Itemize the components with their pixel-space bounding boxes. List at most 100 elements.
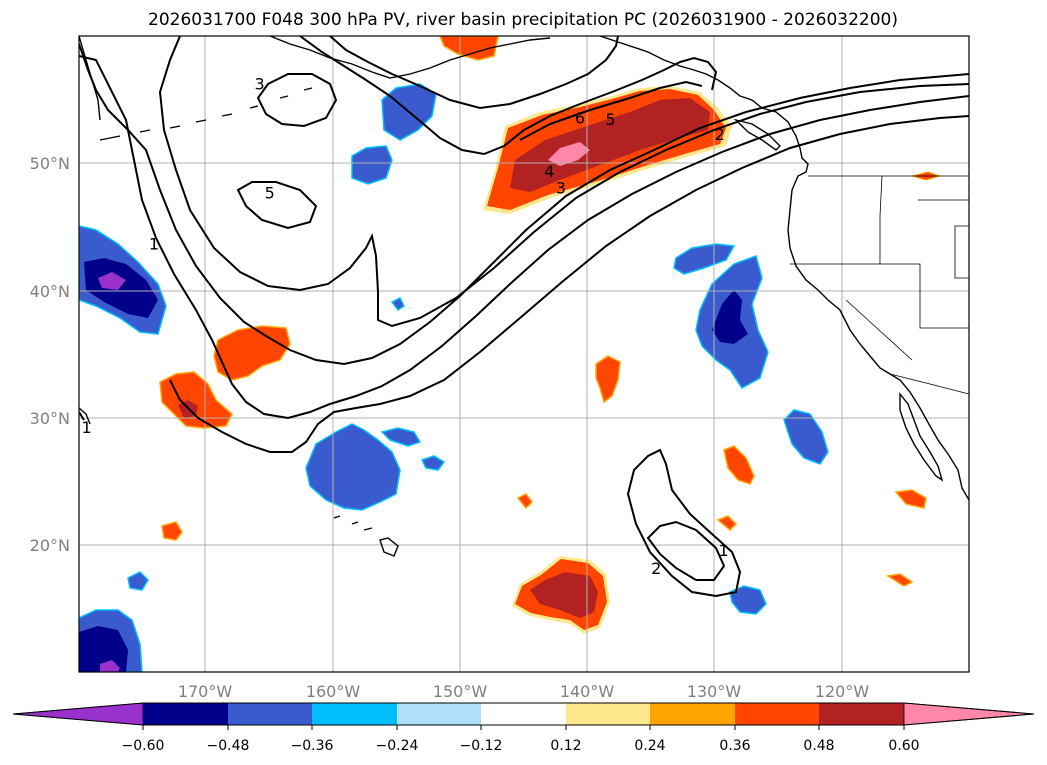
pv-contour-1 xyxy=(79,43,969,366)
negative-anomaly-east-1 xyxy=(673,243,736,275)
pv-contour-1-west xyxy=(79,55,969,420)
lon-tick-label: 130°W xyxy=(687,682,742,701)
graticule xyxy=(79,36,969,672)
colorbar-tick-label: 0.24 xyxy=(634,738,665,754)
negative-anomaly-small-4 xyxy=(783,409,829,465)
us-state-borders xyxy=(790,175,969,361)
colorbar-tick-label: 0.12 xyxy=(550,738,581,754)
positive-anomaly-north xyxy=(439,36,499,61)
lon-tick-label: 120°W xyxy=(815,682,870,701)
positive-anomaly-east-3 xyxy=(894,489,927,509)
positive-anomaly-small-3 xyxy=(516,493,533,510)
negative-anomaly-east-2-core xyxy=(712,290,748,344)
hawaii-islands xyxy=(333,515,399,557)
colorbar-extend-min xyxy=(12,702,144,726)
pv-contour-3 xyxy=(299,36,718,156)
pv-contour-label: 3 xyxy=(254,74,264,93)
north-america-coast xyxy=(599,36,969,501)
colorbar-tick-label: 0.48 xyxy=(803,738,834,754)
colorbar-tick-label: −0.12 xyxy=(460,738,503,754)
lat-tick-label: 20°N xyxy=(30,536,70,555)
lon-tick-label: 150°W xyxy=(433,682,488,701)
lon-tick-label: 160°W xyxy=(306,682,361,701)
alaska-coast xyxy=(269,36,551,79)
baja-california xyxy=(899,392,944,482)
colorbar-swatch xyxy=(312,703,397,725)
pv-contour-ring xyxy=(256,73,338,128)
precip-anomaly-fills xyxy=(79,36,942,672)
longitude-axis: 170°W 160°W 150°W 140°W 130°W 120°W xyxy=(178,682,870,701)
positive-anomaly-east-2 xyxy=(716,515,738,532)
pv-contour-label: 1 xyxy=(82,418,92,437)
positive-anomaly-small-1 xyxy=(161,521,183,541)
positive-anomaly-east-4 xyxy=(885,573,914,587)
lat-tick-label: 30°N xyxy=(30,409,70,428)
lat-tick-label: 50°N xyxy=(30,154,70,173)
negative-anomaly-north-2 xyxy=(351,145,393,185)
map-frame xyxy=(78,35,970,673)
pv-contour-5-ring xyxy=(236,181,318,230)
colorbar-ticks xyxy=(142,725,905,730)
colorbar-tick-label: −0.36 xyxy=(291,738,334,754)
positive-anomaly-small-2 xyxy=(595,355,621,404)
pv-contour-label: 4 xyxy=(544,162,554,181)
pv-contour-label: 5 xyxy=(605,110,615,129)
colorbar-tick-label: 0.60 xyxy=(888,738,919,754)
pv-contour-label: 5 xyxy=(265,184,275,203)
negative-anomaly-small-6 xyxy=(127,571,149,591)
positive-anomaly-central-2 xyxy=(159,371,233,429)
colorbar-swatch xyxy=(735,703,819,725)
pv-contour-north-loop xyxy=(329,36,619,110)
pv-contour-6 xyxy=(519,80,703,141)
pv-contour-south-loop xyxy=(626,448,742,598)
pv-contour-label: 6 xyxy=(575,109,585,128)
us-mexico-border xyxy=(889,373,969,395)
negative-anomaly-central xyxy=(305,423,401,511)
negative-anomaly-small-1 xyxy=(390,296,405,312)
pv-contour-label: 1 xyxy=(149,235,159,254)
colorbar-swatch xyxy=(143,703,228,725)
pv-contour-label: 3 xyxy=(556,179,566,198)
colorbar-swatch xyxy=(650,703,735,725)
colorbar-tick-label: 0.36 xyxy=(719,738,750,754)
negative-anomaly-southwest-core xyxy=(79,626,128,672)
vancouver-island xyxy=(733,118,781,151)
colorbar-extend-max xyxy=(903,702,1035,726)
colorbar-tick-label: −0.24 xyxy=(376,738,419,754)
negative-anomaly-small-2 xyxy=(380,427,422,447)
colorbar-swatch xyxy=(819,703,904,725)
latitude-axis: 20°N 30°N 40°N 50°N xyxy=(30,154,70,555)
positive-anomaly-jet-core xyxy=(510,98,710,192)
colorbar-swatch xyxy=(481,703,566,725)
coastlines xyxy=(79,36,969,557)
colorbar-swatch xyxy=(397,703,481,725)
negative-anomaly-small-5 xyxy=(729,585,767,615)
lat-tick-label: 40°N xyxy=(30,282,70,301)
aleutian-islands xyxy=(99,87,313,141)
colorbar-tick-label: −0.60 xyxy=(122,738,165,754)
pv-contour-outer xyxy=(79,115,969,453)
negative-anomaly-small-3 xyxy=(420,455,446,471)
positive-anomaly-south-core xyxy=(530,572,598,618)
pv-contours xyxy=(79,36,969,598)
colorbar-tick-label: −0.48 xyxy=(207,738,250,754)
pv-contour-south-inner xyxy=(646,520,726,581)
colorbar: −0.60 −0.48 −0.36 −0.24 −0.12 0.12 0.24 … xyxy=(12,702,1035,754)
negative-anomaly-southwest-peak xyxy=(100,660,120,672)
colorbar-swatch xyxy=(228,703,312,725)
lon-tick-label: 170°W xyxy=(178,682,233,701)
pv-contour-2 xyxy=(158,36,969,328)
lon-tick-label: 140°W xyxy=(560,682,615,701)
pv-contour-label: 1 xyxy=(719,541,729,560)
negative-anomaly-west-peak xyxy=(98,272,126,290)
negative-anomaly-west-core xyxy=(84,258,158,318)
positive-anomaly-jet-peak xyxy=(548,142,590,166)
pv-contour-label: 2 xyxy=(651,559,661,578)
colorbar-swatch xyxy=(566,703,650,725)
map-title: 2026031700 F048 300 hPa PV, river basin … xyxy=(148,10,898,30)
pv-contour-label: 2 xyxy=(715,125,725,144)
positive-anomaly-east-1 xyxy=(723,445,755,485)
